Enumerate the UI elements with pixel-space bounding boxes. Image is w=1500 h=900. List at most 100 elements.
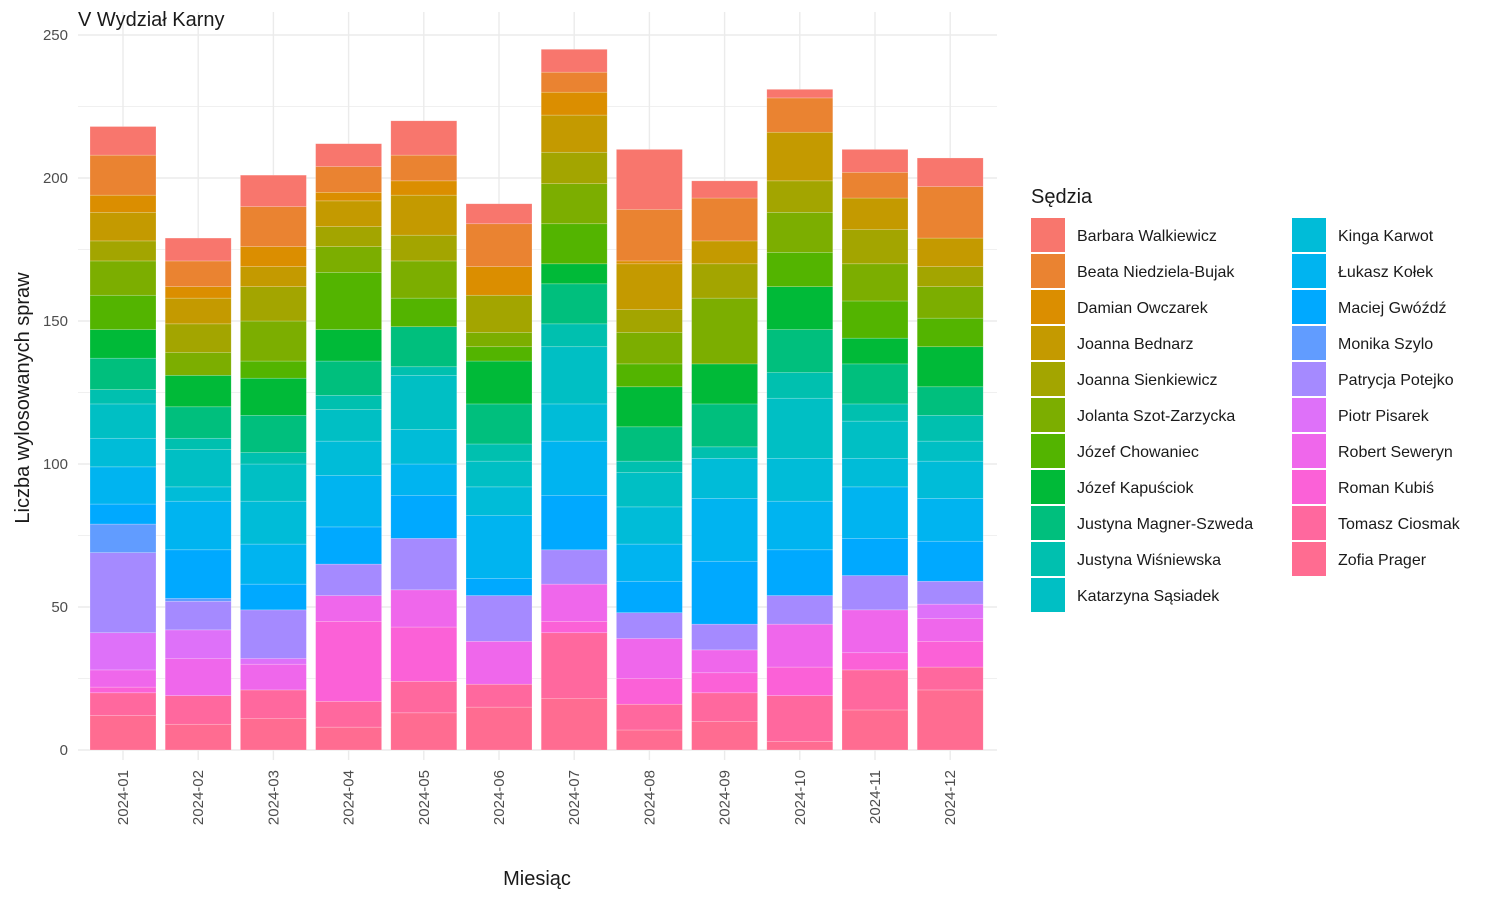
x-tick-label: 2024-09 <box>717 770 734 825</box>
legend-item: Józef Kapuściok <box>1031 470 1195 504</box>
legend-key <box>1292 290 1326 324</box>
bar-segment <box>766 372 834 399</box>
bar-segment <box>465 332 533 348</box>
bar-segment <box>691 263 758 299</box>
bar-segment <box>691 457 758 499</box>
bar-segment <box>315 226 382 247</box>
bar-segment <box>916 666 984 691</box>
bar-segment <box>465 486 533 516</box>
bar-segment <box>89 686 157 694</box>
bar-segment <box>240 500 307 545</box>
x-tick-label: 2024-08 <box>641 770 658 825</box>
bar-segment <box>164 723 232 751</box>
bar-segment <box>916 286 984 319</box>
bar-segment <box>240 206 307 247</box>
bar-segment <box>841 609 909 654</box>
bar-segment <box>465 578 533 596</box>
bars <box>89 48 984 751</box>
bar-segment <box>540 48 608 73</box>
bar-segment <box>916 641 984 668</box>
bar-segment <box>766 623 834 668</box>
legend-item: Joanna Bednarz <box>1031 326 1194 360</box>
bar-segment <box>916 317 984 348</box>
bar-segment <box>916 415 984 442</box>
bar-segment <box>540 114 608 153</box>
bar-segment <box>89 669 157 688</box>
bar-segment <box>465 223 533 267</box>
bar-segment <box>841 149 909 173</box>
legend-item: Józef Chowaniec <box>1031 434 1199 468</box>
bar-segment <box>916 603 984 619</box>
bar-segment <box>315 440 382 476</box>
bar-segment <box>465 346 533 362</box>
legend-item: Barbara Walkiewicz <box>1031 218 1217 252</box>
bar-segment <box>390 495 458 539</box>
bar-segment <box>841 337 909 365</box>
bar-segment <box>465 515 533 579</box>
bar-segment <box>916 460 984 499</box>
legend-label: Jolanta Szot-Zarzycka <box>1077 408 1235 425</box>
bar-segment <box>89 126 157 156</box>
bar-segment <box>89 715 157 751</box>
bar-segment <box>766 286 834 330</box>
bar-segment <box>315 701 382 728</box>
bar-segment <box>89 329 157 359</box>
bar-segment <box>240 543 307 585</box>
legend-label: Joanna Bednarz <box>1077 336 1194 353</box>
legend-key <box>1292 326 1326 360</box>
bar-segment <box>616 363 683 388</box>
bar-segment <box>841 652 909 671</box>
bar-segment <box>616 580 683 614</box>
bar-segment <box>841 229 909 265</box>
legend-key <box>1292 254 1326 288</box>
bar-segment <box>540 403 608 442</box>
legend-item: Damian Owczarek <box>1031 290 1209 324</box>
bar-segment <box>465 460 533 488</box>
bar-segment <box>315 143 382 167</box>
bar-segment <box>916 386 984 416</box>
legend-title: Sędzia <box>1031 186 1093 208</box>
bar-segment <box>540 71 608 93</box>
legend-item: Joanna Sienkiewicz <box>1031 362 1218 396</box>
bar-segment <box>89 212 157 242</box>
legend-key <box>1292 362 1326 396</box>
legend-label: Łukasz Kołek <box>1338 264 1434 281</box>
bar-segment <box>390 626 458 682</box>
bar-segment <box>616 472 683 508</box>
bar-segment <box>240 658 307 665</box>
bar-segment <box>465 203 533 225</box>
bar-segment <box>540 223 608 265</box>
bar-segment <box>691 498 758 562</box>
bar-segment <box>315 526 382 565</box>
legend-label: Józef Kapuściok <box>1077 480 1195 497</box>
legend-key <box>1031 218 1065 252</box>
bar-segment <box>540 263 608 285</box>
legend-key <box>1292 506 1326 540</box>
bar-segment <box>315 329 382 362</box>
bar-segment <box>691 363 758 405</box>
legend-key <box>1031 470 1065 504</box>
bar-segment <box>540 698 608 751</box>
bar-stack-2024-11 <box>841 149 909 751</box>
bar-segment <box>916 346 984 388</box>
bar-segment <box>691 240 758 265</box>
bar-segment <box>240 609 307 659</box>
legend-label: Beata Niedziela-Bujak <box>1077 264 1235 281</box>
x-tick-label: 2024-02 <box>190 770 207 825</box>
legend-label: Robert Seweryn <box>1338 444 1453 461</box>
bar-segment <box>766 89 834 99</box>
bar-segment <box>89 294 157 330</box>
legend-key <box>1031 290 1065 324</box>
bar-segment <box>390 120 458 156</box>
bar-segment <box>540 323 608 348</box>
bar-segment <box>691 297 758 365</box>
bar-segment <box>841 403 909 422</box>
bar-segment <box>315 360 382 396</box>
bar-segment <box>691 623 758 651</box>
legend-item: Jolanta Szot-Zarzycka <box>1031 398 1235 432</box>
bar-segment <box>916 580 984 605</box>
bar-segment <box>164 549 232 599</box>
bar-segment <box>540 440 608 496</box>
bar-segment <box>691 649 758 674</box>
